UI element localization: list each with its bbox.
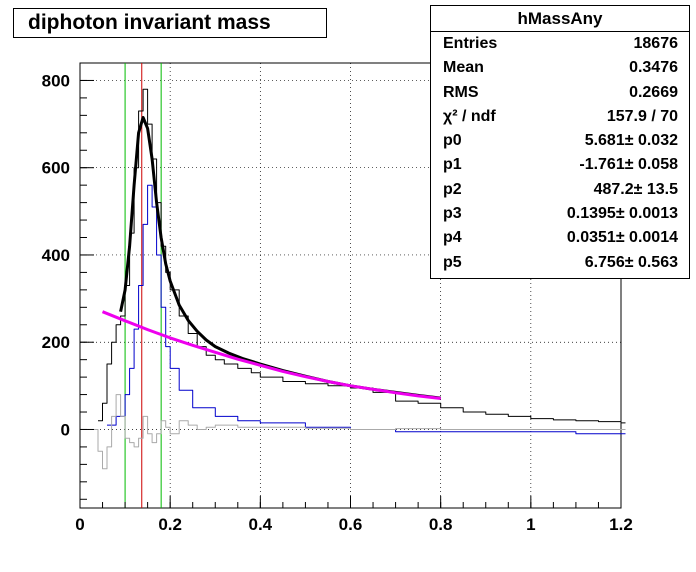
stats-row: p2 487.2± 13.5 <box>431 178 689 202</box>
stats-label: p0 <box>443 132 462 150</box>
stats-label: RMS <box>443 83 479 101</box>
stats-row: p1 -1.761± 0.058 <box>431 153 689 177</box>
x-tick-label: 1 <box>526 515 535 534</box>
stats-row: RMS 0.2669 <box>431 81 689 105</box>
stats-row: Entries 18676 <box>431 32 689 56</box>
y-tick-label: 200 <box>42 333 70 352</box>
stats-value: 5.681± 0.032 <box>584 132 678 150</box>
stats-label: p1 <box>443 156 462 174</box>
stats-label: p5 <box>443 253 462 271</box>
stats-row: χ² / ndf 157.9 / 70 <box>431 105 689 129</box>
x-tick-label: 1.2 <box>609 515 633 534</box>
x-tick-label: 0.2 <box>158 515 182 534</box>
y-tick-label: 0 <box>61 420 70 439</box>
stats-box: hMassAny Entries 18676 Mean 0.3476 RMS 0.2669… <box>430 5 690 279</box>
bkg-series-line <box>101 310 441 400</box>
stats-label: Mean <box>443 59 484 77</box>
y-tick-label: 600 <box>42 159 70 178</box>
x-tick-label: 0 <box>75 515 84 534</box>
stats-title: hMassAny <box>431 6 689 32</box>
stats-value: 0.0351± 0.0014 <box>566 229 678 247</box>
stats-label: p2 <box>443 180 462 198</box>
y-tick-label: 800 <box>42 71 70 90</box>
x-tick-label: 0.4 <box>249 515 273 534</box>
stats-value: 18676 <box>633 35 679 52</box>
stats-value: 157.9 / 70 <box>606 107 678 125</box>
stats-value: 0.2669 <box>629 83 678 101</box>
stats-value: 6.756± 0.563 <box>584 253 678 271</box>
stats-row: p4 0.0351± 0.0014 <box>431 226 689 250</box>
stats-row: p0 5.681± 0.032 <box>431 129 689 153</box>
gray-series-line <box>93 394 626 470</box>
stats-row: p3 0.1395± 0.0013 <box>431 202 689 226</box>
stats-value: 0.3476 <box>629 59 678 77</box>
chart-title: diphoton invariant mass <box>13 8 327 38</box>
stats-label: p4 <box>443 229 462 247</box>
x-tick-label: 0.6 <box>339 515 363 534</box>
y-tick-label: 400 <box>42 246 70 265</box>
stats-row: Mean 0.3476 <box>431 56 689 80</box>
stats-value: -1.761± 0.058 <box>579 156 678 174</box>
stats-label: p3 <box>443 205 462 223</box>
stats-value: 487.2± 13.5 <box>593 180 678 198</box>
x-tick-label: 0.8 <box>429 515 453 534</box>
stats-label: χ² / ndf <box>443 107 496 125</box>
stats-value: 0.1395± 0.0013 <box>566 205 678 223</box>
stats-row: p5 6.756± 0.563 <box>431 251 689 275</box>
stats-label: Entries <box>443 35 498 52</box>
